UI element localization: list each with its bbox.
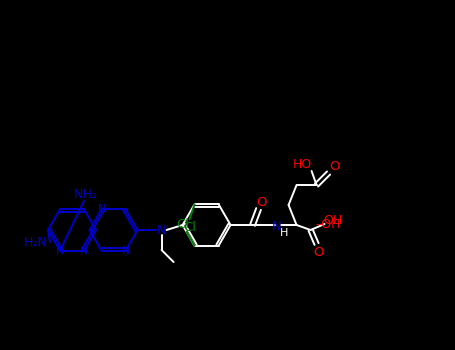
Text: N: N	[272, 220, 282, 233]
Text: H₂N: H₂N	[24, 236, 48, 248]
Text: NH₂: NH₂	[74, 188, 98, 201]
Text: OH: OH	[323, 214, 342, 226]
Text: N: N	[80, 246, 88, 256]
Text: N: N	[157, 224, 167, 237]
Text: –OH: –OH	[316, 218, 341, 231]
Text: N: N	[97, 204, 106, 214]
Text: N: N	[56, 246, 64, 256]
Text: O: O	[329, 161, 340, 174]
Text: H: H	[279, 228, 288, 238]
Text: Cl: Cl	[176, 218, 189, 231]
Text: Cl: Cl	[183, 221, 196, 234]
Text: O: O	[313, 245, 324, 259]
Text: O: O	[256, 196, 267, 209]
Text: HO: HO	[293, 159, 312, 172]
Text: N: N	[121, 246, 130, 256]
